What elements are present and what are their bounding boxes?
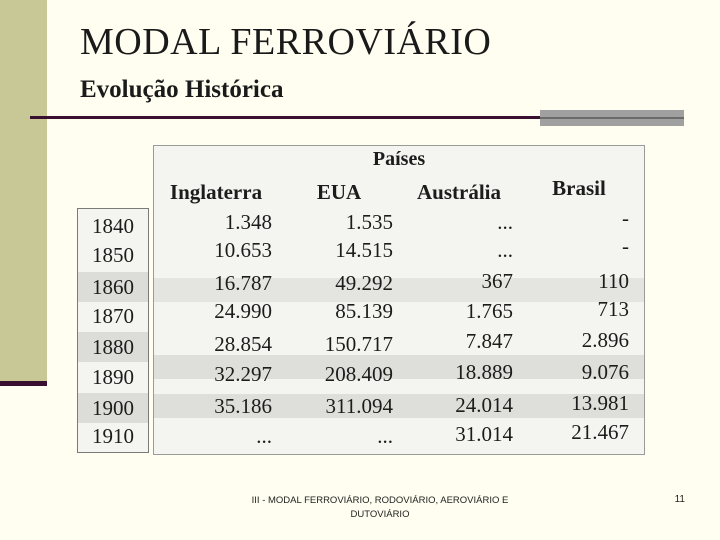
cell-1850-brasil: -: [622, 234, 629, 258]
slide-subtitle: Evolução Histórica: [80, 76, 284, 103]
cell-1880-eua: 150.717: [324, 332, 393, 356]
row-shade: [154, 394, 644, 418]
year-label-1850: 1850: [92, 243, 134, 267]
column-header-eua: EUA: [316, 180, 362, 204]
side-accent-base: [0, 381, 47, 386]
cell-1910-eua: ...: [377, 424, 393, 448]
cell-1870-inglaterra: 24.990: [214, 299, 272, 323]
cell-1850-australia: ...: [497, 238, 513, 262]
cell-1910-inglaterra: ...: [256, 424, 272, 448]
cell-1890-brasil: 9.076: [581, 360, 629, 384]
year-label-1860: 1860: [78, 272, 148, 302]
cell-1840-inglaterra: 1.348: [224, 210, 272, 234]
cell-1900-australia: 24.014: [455, 393, 513, 417]
cell-1910-brasil: 21.467: [571, 420, 629, 444]
cell-1890-inglaterra: 32.297: [214, 362, 272, 386]
cell-1860-australia: 367: [481, 269, 514, 293]
cell-1910-australia: 31.014: [455, 422, 513, 446]
cell-1860-brasil: 110: [598, 269, 629, 293]
row-shade: [154, 278, 644, 302]
cell-1870-eua: 85.139: [335, 299, 393, 323]
cell-1840-eua: 1.535: [345, 210, 393, 234]
year-label-1870: 1870: [92, 304, 134, 328]
cell-1890-eua: 208.409: [324, 362, 393, 386]
year-column: 1840 1850 1860 1870 1880 1890 1900 1910: [77, 208, 149, 453]
title-divider: [30, 116, 540, 119]
cell-1860-eua: 49.292: [335, 271, 393, 295]
cell-1880-brasil: 2.896: [581, 328, 629, 352]
year-label-1910: 1910: [92, 424, 134, 448]
cell-1850-inglaterra: 10.653: [214, 238, 272, 262]
cell-1880-australia: 7.847: [465, 329, 513, 353]
year-label-1880: 1880: [78, 332, 148, 362]
row-shade: [154, 355, 644, 379]
cell-1900-eua: 311.094: [325, 394, 393, 418]
cell-1840-australia: ...: [497, 210, 513, 234]
cell-1860-inglaterra: 16.787: [214, 271, 272, 295]
year-label-1890: 1890: [92, 365, 134, 389]
year-label-1840: 1840: [92, 214, 134, 238]
cell-1880-inglaterra: 28.854: [214, 332, 272, 356]
cell-1900-inglaterra: 35.186: [214, 394, 272, 418]
side-accent-bar: [0, 0, 47, 384]
column-header-brasil: Brasil: [552, 176, 606, 200]
cell-1840-brasil: -: [622, 206, 629, 230]
cell-1900-brasil: 13.981: [571, 391, 629, 415]
slide-footer: III - MODAL FERROVIÁRIO, RODOVIÁRIO, AER…: [251, 495, 509, 520]
cell-1850-eua: 14.515: [335, 238, 393, 262]
column-header-inglaterra: Inglaterra: [169, 180, 263, 204]
title-divider-accent-line: [540, 117, 684, 119]
table-group-header: Países: [372, 148, 426, 170]
cell-1870-brasil: 713: [597, 297, 630, 321]
slide-title: MODAL FERROVIÁRIO: [80, 21, 492, 63]
railway-length-table: Países Inglaterra EUA Austrália Brasil 1…: [153, 145, 645, 455]
cell-1890-australia: 18.889: [455, 360, 513, 384]
year-label-1900: 1900: [78, 393, 148, 423]
cell-1870-australia: 1.765: [465, 299, 513, 323]
page-number: 11: [674, 494, 685, 505]
column-header-australia: Austrália: [417, 180, 501, 204]
